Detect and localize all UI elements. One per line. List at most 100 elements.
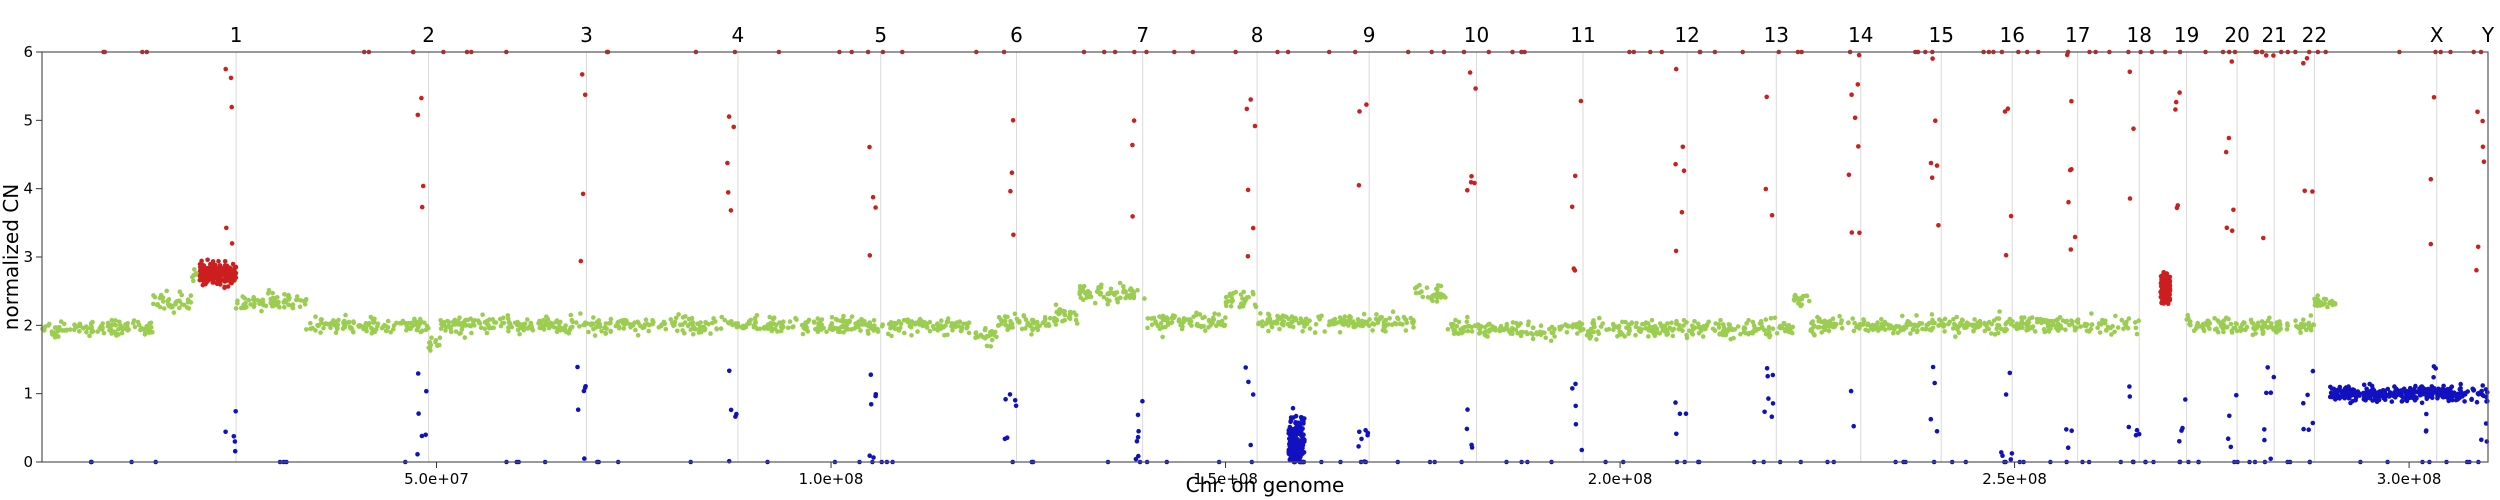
data-point	[1210, 315, 1216, 321]
data-point	[147, 329, 153, 334]
data-point	[1357, 109, 1362, 114]
data-point	[72, 322, 77, 328]
data-point	[252, 301, 257, 307]
data-point	[1469, 445, 1475, 450]
data-point	[1986, 319, 1992, 325]
data-point	[1487, 327, 1493, 333]
data-point	[2183, 397, 2188, 402]
data-point	[2278, 326, 2283, 332]
data-point	[1092, 300, 1098, 306]
data-point	[1301, 450, 1307, 455]
data-point	[1080, 285, 1085, 291]
data-point	[1777, 325, 1783, 330]
data-point	[151, 301, 156, 307]
data-point	[2095, 325, 2100, 331]
chromosome-label: 7	[1136, 23, 1149, 47]
data-point	[602, 325, 607, 331]
data-point	[801, 325, 806, 331]
data-point	[1373, 316, 1379, 322]
data-point	[849, 314, 855, 319]
data-point	[829, 321, 835, 326]
data-point	[1412, 286, 1418, 291]
data-point	[2231, 325, 2236, 331]
data-point	[1680, 144, 1686, 150]
data-point	[959, 325, 965, 330]
data-point	[214, 267, 219, 273]
data-point	[621, 326, 626, 331]
data-point	[1364, 102, 1369, 107]
data-point	[318, 330, 323, 335]
data-point	[1591, 329, 1596, 335]
data-point	[781, 319, 786, 325]
data-point	[1187, 320, 1193, 325]
data-point	[2184, 317, 2189, 322]
data-point	[646, 328, 651, 334]
data-point	[774, 322, 779, 328]
data-point	[343, 312, 348, 318]
data-point	[2125, 326, 2131, 331]
data-point	[725, 160, 730, 166]
data-point	[1029, 317, 1035, 323]
data-point	[726, 458, 732, 464]
data-point	[1774, 331, 1780, 336]
data-point	[1900, 313, 1905, 319]
data-point	[1062, 318, 1067, 323]
data-point	[2424, 396, 2430, 402]
data-point	[1665, 321, 1670, 326]
data-point	[165, 301, 171, 307]
data-point	[1592, 324, 1597, 330]
data-point	[1179, 326, 1185, 332]
data-point	[586, 329, 591, 335]
data-point	[1839, 325, 1845, 331]
data-point	[1288, 418, 1294, 423]
data-point	[388, 329, 394, 335]
data-point	[785, 325, 791, 331]
data-point	[1679, 209, 1685, 215]
data-point	[2038, 318, 2043, 324]
data-point	[328, 325, 333, 331]
data-point	[1074, 321, 1080, 326]
data-point	[1941, 322, 1946, 327]
data-point	[2253, 331, 2258, 336]
data-point	[1160, 325, 1165, 330]
data-point	[1815, 314, 1820, 320]
data-point	[1329, 319, 1334, 325]
data-point	[873, 205, 878, 210]
data-point	[416, 411, 421, 416]
data-point	[537, 318, 542, 324]
data-point	[1161, 317, 1166, 323]
data-point	[1878, 324, 1884, 330]
data-point	[420, 183, 426, 189]
data-point	[2263, 53, 2269, 58]
data-point	[592, 333, 598, 338]
data-point	[588, 321, 594, 327]
data-point	[578, 311, 583, 316]
data-point	[751, 325, 757, 330]
data-point	[608, 328, 613, 334]
data-point	[1950, 326, 1956, 331]
data-point	[2333, 394, 2338, 399]
data-point	[1096, 287, 1101, 293]
data-point	[847, 319, 852, 325]
data-point	[1569, 204, 1575, 210]
data-point	[2475, 109, 2480, 115]
data-point	[1441, 293, 1446, 298]
data-point	[266, 287, 272, 293]
data-point	[1337, 330, 1343, 335]
data-point	[221, 268, 227, 274]
data-point	[1575, 331, 1580, 336]
data-point	[1953, 334, 1958, 339]
data-point	[1012, 311, 1018, 317]
data-point	[487, 326, 492, 331]
data-point	[1578, 98, 1584, 104]
data-point	[734, 324, 740, 330]
data-point	[1464, 426, 1470, 432]
data-point	[274, 302, 279, 308]
data-point	[1124, 293, 1130, 298]
data-point	[616, 325, 622, 331]
data-point	[2078, 324, 2083, 329]
data-point	[1930, 56, 1935, 61]
data-point	[793, 315, 798, 321]
data-point	[991, 332, 997, 338]
data-point	[912, 322, 918, 327]
